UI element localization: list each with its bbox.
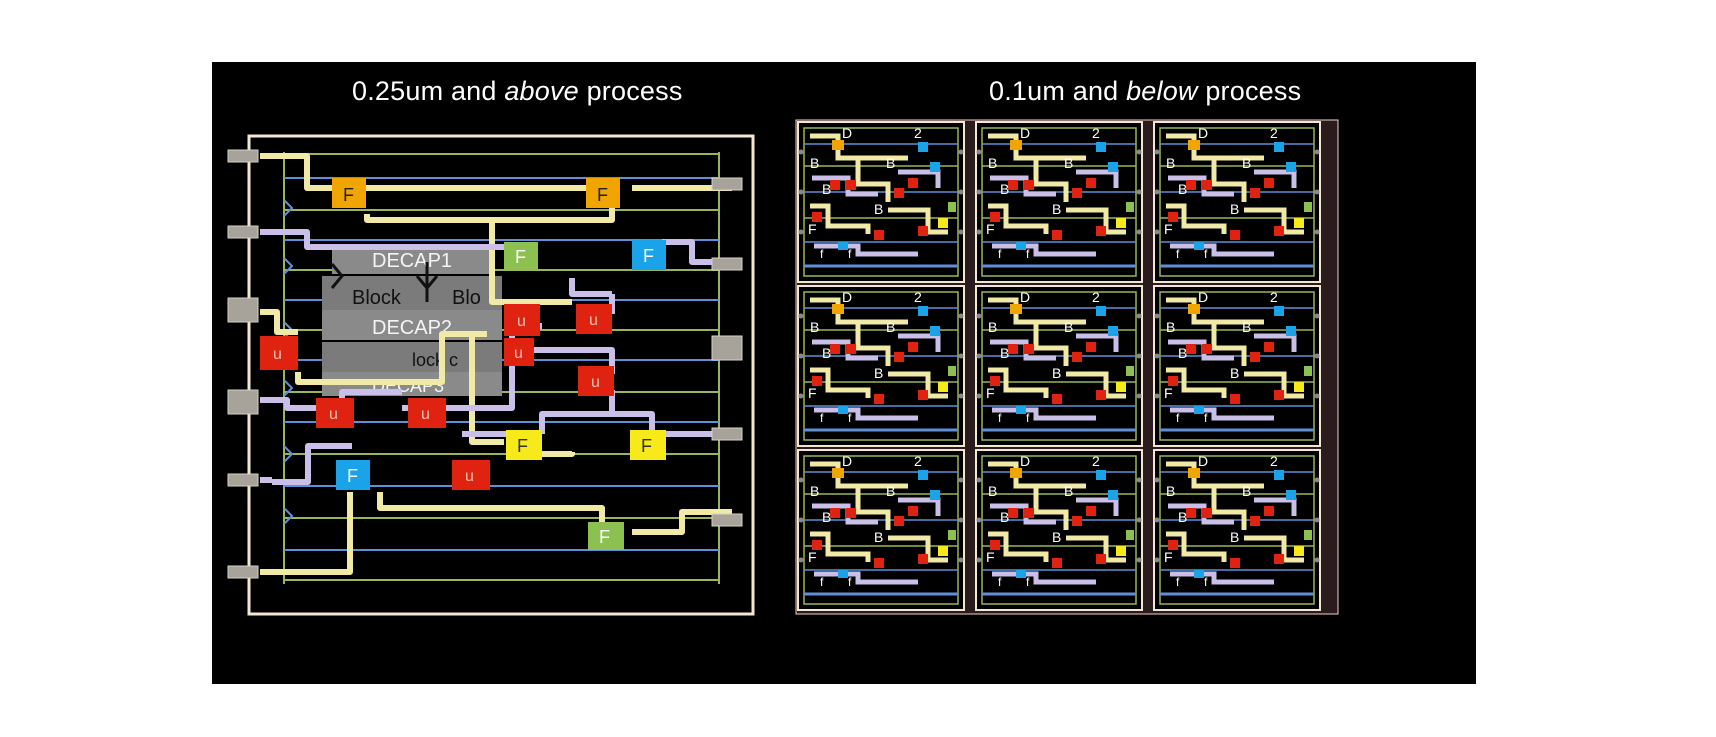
flop-label: F [517,436,528,456]
layout-tile-r3-c1 [798,450,964,610]
flop-orange-1 [332,178,366,208]
gate-label: u [591,374,600,391]
gate-label: u [273,346,282,363]
decap2-label: DECAP2 [372,317,452,339]
io-pads [227,149,743,579]
left-title-text: 0.25um and [352,76,505,106]
flop-cells: F F F F F F F F [332,178,666,550]
gate-8 [452,460,490,490]
left-layout-diagram: DECAP1 Block Blo DECAP2 lock c DECAP3 [227,134,755,616]
flop-label: F [597,185,608,205]
layout-tile-r2-c2 [976,286,1142,446]
decap1-label: DECAP1 [372,250,452,272]
layout-tile-r1-c3 [1154,122,1320,282]
flop-green-1 [504,242,538,270]
flop-blue-2 [336,460,370,490]
right-title-text: 0.1um and [989,76,1127,106]
gate-label: u [589,312,598,329]
gate-4 [504,338,534,366]
gate-5 [578,366,614,396]
left-title-emphasis: above [504,76,579,106]
layout-tile-r1-c1 [798,122,964,282]
tile-grid [798,122,1320,610]
gate-label: u [517,313,526,330]
layout-tile-r2-c3 [1154,286,1320,446]
gate-cells: u u u u u u u u [260,304,614,490]
block-label-2: Blo [452,287,481,309]
flop-label: F [599,527,610,547]
logic-block-a [322,276,502,310]
flop-yellow-1 [506,430,542,460]
flop-yellow-2 [630,430,666,460]
right-title-emphasis: below [1126,76,1198,106]
gate-1 [260,336,298,370]
left-title: 0.25um and above process [352,76,683,107]
flop-label: F [641,436,652,456]
gate-label: u [514,345,523,362]
gate-7 [408,398,446,428]
right-title-tail: process [1197,76,1302,106]
layout-tile-r2-c1 [798,286,964,446]
block-c-label: lock c [412,350,458,370]
gate-2 [504,304,540,336]
flop-label: F [515,247,526,267]
die-boundary [247,134,755,616]
gate-3 [576,304,612,334]
gate-6 [316,398,354,428]
right-title: 0.1um and below process [989,76,1301,107]
flop-orange-2 [586,178,620,208]
left-title-tail: process [578,76,683,106]
layout-tile-r3-c3 [1154,450,1320,610]
flop-label: F [643,246,654,266]
decap-blocks: DECAP1 Block Blo DECAP2 lock c DECAP3 [322,244,502,396]
right-layout-diagram: D 2 B B B B F f f [795,119,1339,615]
gate-label: u [329,406,338,423]
flop-green-2 [588,522,624,550]
flop-label: F [343,185,354,205]
gate-label: u [465,468,474,485]
flop-blue-1 [632,240,666,270]
block-label: Block [352,287,402,309]
layout-tile-r3-c2 [976,450,1142,610]
figure-panel: 0.25um and above process 0.1um and below… [212,62,1476,684]
flop-label: F [347,466,358,486]
layout-tile-r1-c2 [976,122,1142,282]
gate-label: u [421,406,430,423]
